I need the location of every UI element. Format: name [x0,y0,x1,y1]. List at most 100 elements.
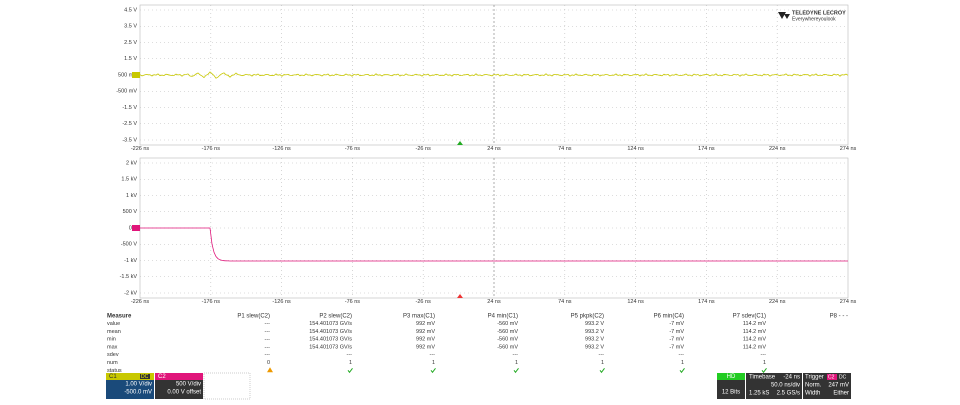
y-tick-label: 3.5 V [124,24,137,30]
measure-cell: --- [347,352,353,358]
measure-cell: -7 mV [669,337,684,343]
trigger-marker [457,141,463,145]
measure-header: Measure [107,314,132,320]
measure-cell: 114.2 mV [743,321,766,327]
measure-cell: sdev [107,352,119,358]
hd: HD [727,374,736,380]
x-tick-label: 274 ns [840,146,857,152]
measure-cell: -7 mV [669,344,684,350]
measure-header: P6 min(C4) [654,314,684,320]
measure-cell: --- [265,329,271,335]
y-tick-label: -500 mV [116,89,137,95]
measure-cell: 992 mV [416,337,435,343]
measure-header: P5 pkpk(C2) [571,314,604,320]
logo-icon [778,12,790,19]
measure-cell: -560 mV [497,329,518,335]
y-tick-label: -1 kV [124,258,137,264]
y-tick-label: -1.5 kV [120,274,138,280]
y-tick-label: -500 V [121,242,138,248]
c1-scale: 1.00 V/div [125,382,152,388]
x-tick-label: 124 ns [627,299,644,305]
measure-cell: 154.401073 GV/s [309,321,352,327]
measure-cell: 0 [267,360,270,366]
measure-header: P7 sdev(C1) [733,314,766,320]
timebase-delay: -24 ns [783,375,800,381]
x-tick-label: 24 ns [487,299,501,305]
waveform [139,71,849,79]
measure-cell: 114.2 mV [743,329,766,335]
c1-head [106,373,154,380]
x-tick-label: -76 ns [345,299,361,305]
trigger-type: Width [805,391,820,397]
measure-cell: -560 mV [497,321,518,327]
x-tick-label: -226 ns [131,299,150,305]
y-tick-label: 2.5 V [124,40,137,46]
x-tick-label: 224 ns [769,299,786,305]
measure-cell: 993.2 V [585,344,604,350]
measure-cell: --- [513,352,519,358]
c2-head [155,373,203,380]
x-tick-label: -176 ns [202,299,221,305]
trigger-source-badge [827,374,837,380]
x-tick-label: -126 ns [272,299,291,305]
timebase-box [746,373,802,399]
y-tick-label: 500 mV [118,72,137,78]
empty-slot [203,372,251,400]
x-tick-label: 174 ns [698,146,715,152]
measure-header: P3 max(C1) [403,314,435,320]
measure-cell: --- [430,352,436,358]
measure-cell: 154.401073 GV/s [309,344,352,350]
measure-header: P4 min(C1) [488,314,518,320]
measure-header: P2 slew(C2) [319,314,352,320]
measure-cell: --- [265,337,271,343]
measure-cell: 1 [432,360,435,366]
y-tick-label: 1 kV [126,193,137,199]
x-tick-label: 174 ns [698,299,715,305]
logo: TELEDYNE LECROY Everywhereyoulook [778,10,846,22]
measure-cell: 992 mV [416,321,435,327]
trigger-source: C2 [828,374,835,380]
x-tick-label: -226 ns [131,146,150,152]
measure-cell: --- [265,352,271,358]
measure-header: P1 slew(C2) [237,314,270,320]
x-tick-label: 74 ns [558,299,572,305]
c2-scale: 500 V/div [176,382,201,388]
channel-marker [132,225,140,231]
status-ok [679,368,685,374]
measure-cell: status [107,368,122,374]
y-tick-label: 2 kV [126,160,137,166]
measure-cell: --- [599,352,605,358]
trigger-level: 247 mV [828,383,849,389]
measure-cell: --- [679,352,685,358]
measure-cell: 114.2 mV [743,337,766,343]
c1-offset: -500.0 mV [124,390,152,396]
measure-cell: -7 mV [669,329,684,335]
status-ok [347,368,353,374]
timebase-scale: 50.0 ns/div [771,383,800,389]
measure-cell: 1 [763,360,766,366]
timebase-label: Timebase [749,375,776,381]
measure-cell: -560 mV [497,344,518,350]
trigger-marker [457,294,463,298]
measure-cell: mean [107,329,121,335]
measure-cell: 114.2 mV [743,344,766,350]
y-tick-label: 1.5 kV [121,177,137,183]
c1-coupling-badge [140,374,150,379]
channel-marker [132,72,140,78]
c2-name: C2 [158,374,166,380]
y-tick-label: 500 V [123,209,138,215]
measure-header: P8 - - - [830,314,848,320]
measure-cell: 1 [601,360,604,366]
y-tick-label: 1.5 V [124,56,137,62]
c2-offset: 0.00 V offset [167,390,201,396]
measure-cell: -7 mV [669,321,684,327]
measure-cell: num [107,360,118,366]
y-tick-label: -3.5 V [122,137,137,143]
measure-cell: 1 [349,360,352,366]
status-ok [430,368,436,374]
logo-tagline: Everywhereyoulook [792,16,836,22]
measure-cell: max [107,344,118,350]
logo-brand: TELEDYNE LECROY [792,10,846,16]
measure-cell: --- [265,344,271,350]
c1-name: C1 [109,374,117,380]
